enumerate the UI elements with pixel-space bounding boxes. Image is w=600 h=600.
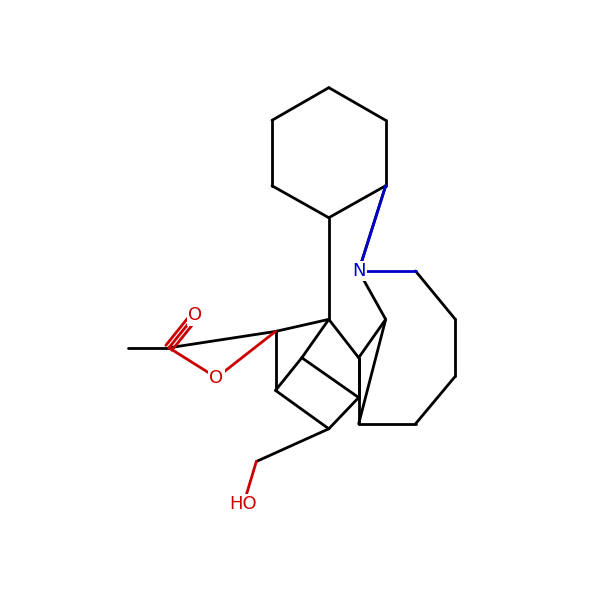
Text: HO: HO [230, 495, 257, 513]
Text: N: N [352, 262, 365, 280]
Text: O: O [188, 306, 202, 324]
Text: O: O [209, 368, 224, 386]
